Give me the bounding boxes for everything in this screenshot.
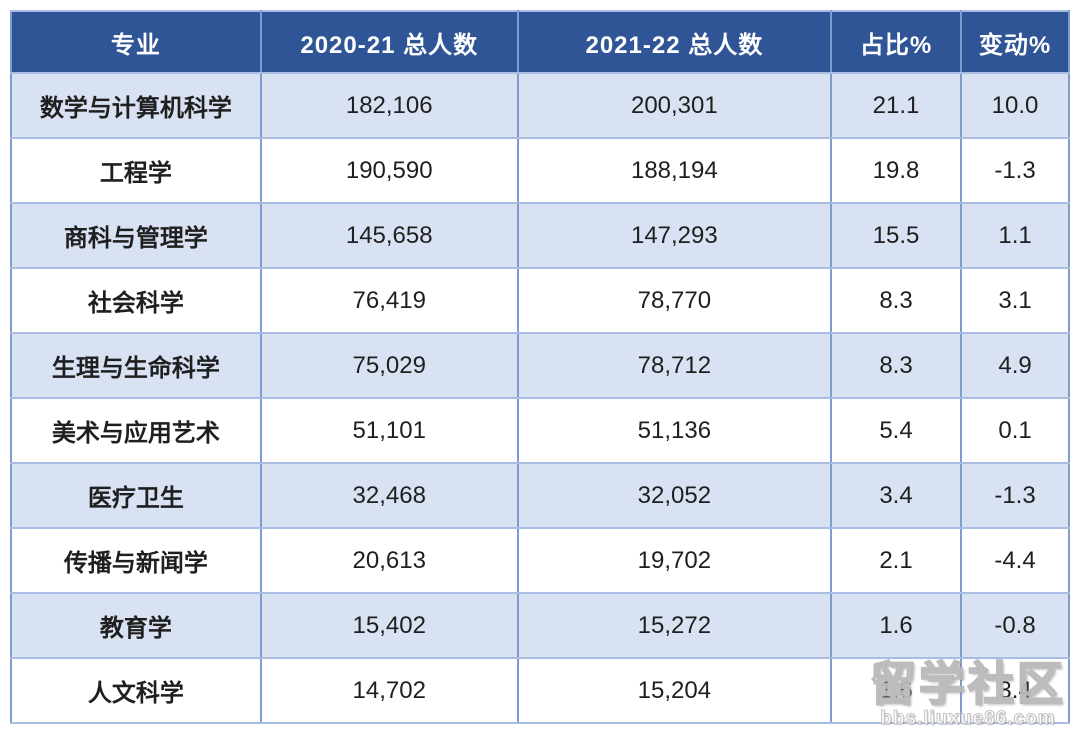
column-header-2020-21: 2020-21 总人数: [259, 10, 519, 74]
y2020-cell: 15,402: [259, 592, 519, 659]
column-header-change: 变动%: [960, 10, 1070, 74]
share-cell: 3.4: [829, 462, 963, 529]
share-cell: 1.6: [829, 657, 963, 724]
major-cell: 传播与新闻学: [10, 527, 262, 594]
change-cell: 3.1: [960, 267, 1070, 334]
table-row: 传播与新闻学 20,613 19,702 2.1 -4.4: [10, 527, 1070, 594]
major-cell: 人文科学: [10, 657, 262, 724]
table-row: 医疗卫生 32,468 32,052 3.4 -1.3: [10, 462, 1070, 529]
majors-enrollment-table: 专业 2020-21 总人数 2021-22 总人数 占比% 变动% 数学与计算…: [10, 10, 1070, 724]
y2020-cell: 182,106: [259, 72, 519, 139]
table-row: 社会科学 76,419 78,770 8.3 3.1: [10, 267, 1070, 334]
share-cell: 19.8: [829, 137, 963, 204]
table-row: 数学与计算机科学 182,106 200,301 21.1 10.0: [10, 72, 1070, 139]
y2021-cell: 15,204: [516, 657, 832, 724]
major-cell: 教育学: [10, 592, 262, 659]
change-cell: 1.1: [960, 202, 1070, 269]
y2020-cell: 76,419: [259, 267, 519, 334]
share-cell: 2.1: [829, 527, 963, 594]
header-row: 专业 2020-21 总人数 2021-22 总人数 占比% 变动%: [10, 10, 1070, 74]
share-cell: 8.3: [829, 332, 963, 399]
y2020-cell: 75,029: [259, 332, 519, 399]
table-row: 美术与应用艺术 51,101 51,136 5.4 0.1: [10, 397, 1070, 464]
y2021-cell: 15,272: [516, 592, 832, 659]
table-row: 工程学 190,590 188,194 19.8 -1.3: [10, 137, 1070, 204]
y2020-cell: 145,658: [259, 202, 519, 269]
share-cell: 1.6: [829, 592, 963, 659]
column-header-share: 占比%: [829, 10, 963, 74]
table-row: 人文科学 14,702 15,204 1.6 3.4: [10, 657, 1070, 724]
y2021-cell: 147,293: [516, 202, 832, 269]
major-cell: 美术与应用艺术: [10, 397, 262, 464]
change-cell: -1.3: [960, 137, 1070, 204]
major-cell: 工程学: [10, 137, 262, 204]
y2021-cell: 78,712: [516, 332, 832, 399]
change-cell: 0.1: [960, 397, 1070, 464]
column-header-2021-22: 2021-22 总人数: [516, 10, 832, 74]
major-cell: 医疗卫生: [10, 462, 262, 529]
table-row: 生理与生命科学 75,029 78,712 8.3 4.9: [10, 332, 1070, 399]
share-cell: 21.1: [829, 72, 963, 139]
major-cell: 商科与管理学: [10, 202, 262, 269]
y2021-cell: 188,194: [516, 137, 832, 204]
change-cell: -4.4: [960, 527, 1070, 594]
y2021-cell: 32,052: [516, 462, 832, 529]
y2020-cell: 51,101: [259, 397, 519, 464]
major-cell: 社会科学: [10, 267, 262, 334]
change-cell: -1.3: [960, 462, 1070, 529]
change-cell: 10.0: [960, 72, 1070, 139]
change-cell: -0.8: [960, 592, 1070, 659]
table-row: 商科与管理学 145,658 147,293 15.5 1.1: [10, 202, 1070, 269]
major-cell: 生理与生命科学: [10, 332, 262, 399]
major-cell: 数学与计算机科学: [10, 72, 262, 139]
y2020-cell: 190,590: [259, 137, 519, 204]
share-cell: 5.4: [829, 397, 963, 464]
change-cell: 4.9: [960, 332, 1070, 399]
change-cell: 3.4: [960, 657, 1070, 724]
y2020-cell: 20,613: [259, 527, 519, 594]
column-header-major: 专业: [10, 10, 262, 74]
share-cell: 8.3: [829, 267, 963, 334]
share-cell: 15.5: [829, 202, 963, 269]
y2021-cell: 200,301: [516, 72, 832, 139]
y2020-cell: 14,702: [259, 657, 519, 724]
table-row: 教育学 15,402 15,272 1.6 -0.8: [10, 592, 1070, 659]
y2021-cell: 51,136: [516, 397, 832, 464]
y2020-cell: 32,468: [259, 462, 519, 529]
y2021-cell: 19,702: [516, 527, 832, 594]
y2021-cell: 78,770: [516, 267, 832, 334]
